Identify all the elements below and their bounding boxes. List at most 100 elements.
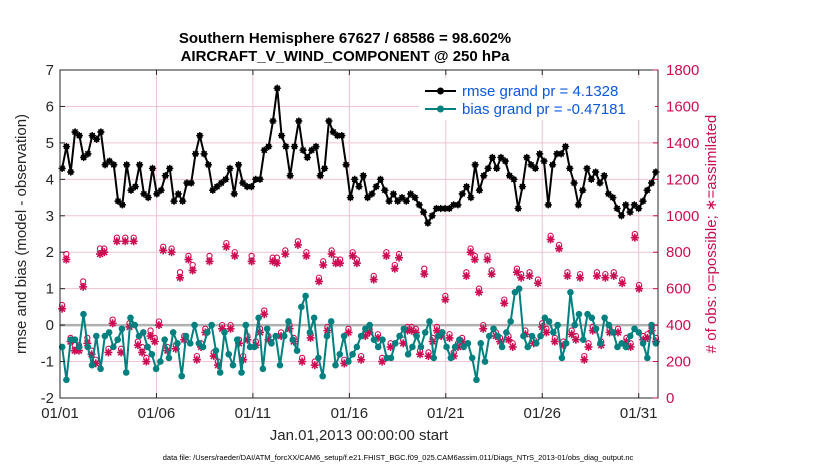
rmse-marker <box>643 186 651 194</box>
obs-assimilated-marker <box>395 253 404 262</box>
obs-assimilated-marker <box>192 355 201 364</box>
left-y-tick-label: -1 <box>41 354 54 371</box>
rmse-marker <box>191 150 200 158</box>
obs-assimilated-marker <box>542 328 551 337</box>
rmse-marker <box>148 164 157 172</box>
rmse-marker <box>230 190 238 198</box>
rmse-marker <box>376 175 385 183</box>
bias-marker <box>515 285 523 292</box>
bias-marker <box>366 321 373 329</box>
bias-marker <box>622 343 630 351</box>
bias-marker <box>400 325 408 333</box>
obs-assimilated-marker <box>500 299 509 308</box>
rmse-marker <box>110 161 118 169</box>
rmse-marker <box>604 190 613 198</box>
bias-marker <box>392 340 399 347</box>
bias-marker <box>221 329 228 336</box>
rmse-marker <box>67 168 75 176</box>
rmse-marker <box>553 150 561 158</box>
rmse-marker <box>613 204 621 213</box>
bias-marker <box>93 332 100 340</box>
bias-marker <box>481 358 489 365</box>
rmse-marker <box>411 193 419 202</box>
rmse-marker <box>454 201 462 209</box>
rmse-marker <box>488 153 496 162</box>
obs-assimilated-marker <box>184 255 193 264</box>
bias-marker <box>208 321 215 329</box>
bias-marker <box>601 314 608 322</box>
obs-assimilated-marker <box>369 275 378 284</box>
bias-marker <box>528 332 536 340</box>
bias-marker <box>571 321 579 329</box>
rmse-marker <box>566 164 574 172</box>
obs-assimilated-marker <box>483 255 492 264</box>
left-y-tick-label: 6 <box>46 98 54 115</box>
rmse-marker <box>222 175 230 183</box>
obs-assimilated-marker <box>487 270 496 279</box>
obs-assimilated-marker <box>96 250 105 259</box>
bias-marker <box>118 325 126 333</box>
legend-box <box>419 78 655 120</box>
plot-frame <box>59 69 659 399</box>
obs-assimilated-marker <box>159 246 168 255</box>
bias-marker <box>255 314 262 322</box>
rmse-marker <box>548 161 557 169</box>
obs-assimilated-marker <box>281 250 290 259</box>
bias-marker <box>204 329 211 336</box>
x-axis: 01/01 01/06 01/11 01/16 01/21 01/26 01/31 <box>41 70 657 422</box>
bias-marker <box>80 310 87 318</box>
bias-marker <box>122 369 130 376</box>
bias-marker <box>114 336 121 343</box>
bias-marker <box>426 318 433 325</box>
rmse-marker <box>570 179 578 187</box>
obs-assimilated-marker <box>348 251 357 260</box>
obs-assimilated-marker <box>327 250 336 259</box>
legend-rmse-label: rmse grand pr = 4.1328 <box>462 83 618 100</box>
rmse-marker <box>325 117 333 125</box>
bias-marker <box>105 329 113 336</box>
rmse-marker <box>290 142 299 151</box>
bias-marker <box>306 329 314 336</box>
rmse-marker <box>626 208 634 216</box>
obs-assimilated-marker <box>525 271 534 280</box>
bias-marker <box>182 332 190 340</box>
rmse-marker <box>647 179 656 187</box>
obs-assimilated-marker <box>104 348 113 357</box>
obs-assimilated-marker <box>319 260 328 269</box>
obs-assimilated-marker <box>635 284 644 293</box>
bias-marker <box>63 376 70 384</box>
bias-marker <box>157 358 164 365</box>
bias-marker <box>451 343 459 351</box>
rmse-marker <box>415 201 423 209</box>
obs-assimilated-marker <box>218 324 227 333</box>
bias-marker <box>635 329 643 336</box>
x-tick-label: 01/16 <box>331 405 369 422</box>
bias-marker <box>417 343 425 351</box>
bias-marker <box>242 321 250 329</box>
obs-assimilated-marker <box>121 237 130 246</box>
obs-assimilated-marker <box>390 264 399 273</box>
obs-assimilated-marker <box>302 251 311 260</box>
obs-assimilated-marker <box>138 348 147 357</box>
rmse-marker <box>308 146 316 154</box>
rmse-marker <box>303 153 311 162</box>
rmse-marker <box>501 157 509 165</box>
bias-marker <box>110 343 117 351</box>
rmse-marker <box>622 201 630 209</box>
obs-assimilated-marker <box>508 342 517 351</box>
rmse-series <box>58 84 660 227</box>
rmse-marker <box>359 172 367 180</box>
rmse-marker <box>118 201 126 209</box>
obs-assimilated-marker <box>466 248 475 257</box>
rmse-marker <box>157 186 165 194</box>
obs-assimilated-marker <box>314 277 323 286</box>
bias-marker <box>644 354 651 362</box>
legend-bias-marker <box>437 105 444 113</box>
bias-marker <box>409 343 416 351</box>
rmse-marker <box>62 142 71 151</box>
obs-assimilated-marker <box>550 337 559 346</box>
bias-marker <box>319 372 326 380</box>
rmse-marker <box>389 190 398 198</box>
obs-assimilated-marker <box>571 335 580 344</box>
obs-assimilated-marker <box>133 341 142 350</box>
